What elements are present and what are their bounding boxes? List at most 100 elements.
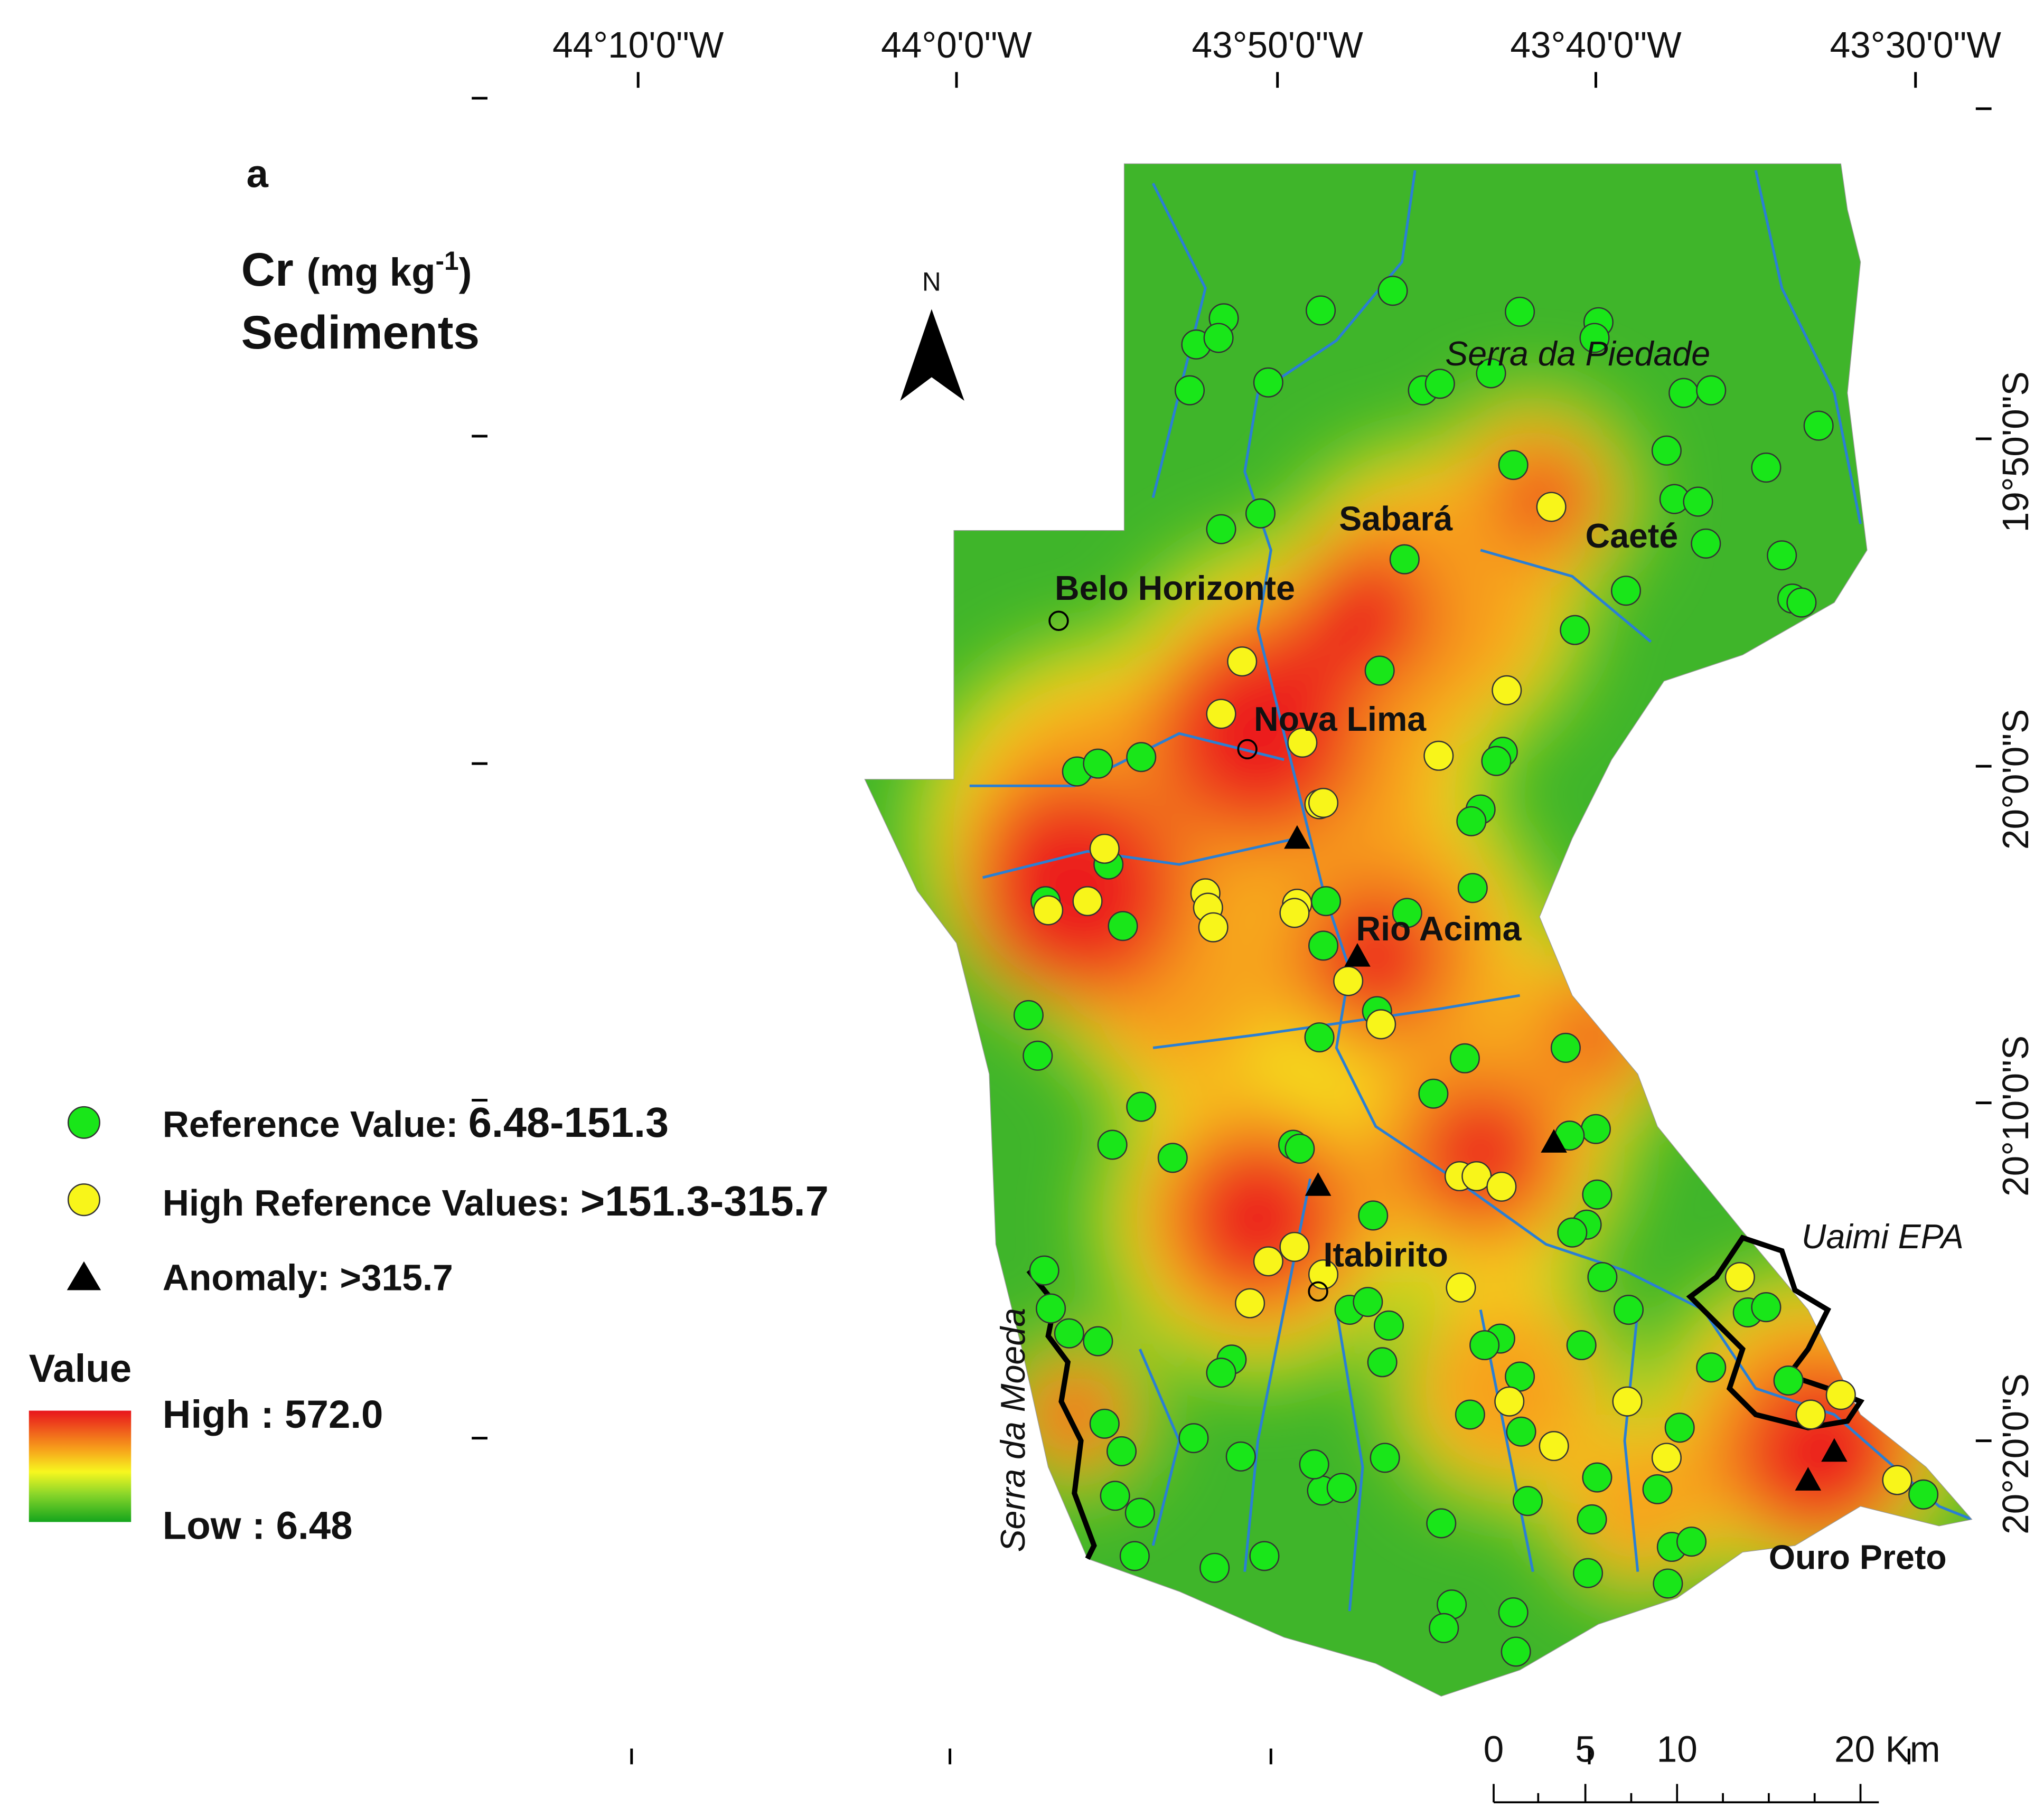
high-reference-sample <box>1536 492 1567 522</box>
reference-sample <box>1389 544 1420 574</box>
scale-label: 10 <box>1657 1728 1698 1769</box>
longitude-label: 43°40'0"W <box>1510 24 1682 65</box>
reference-sample <box>1126 742 1157 773</box>
surface-peak <box>963 779 1186 1002</box>
reference-sample <box>1668 378 1699 408</box>
high-reference-sample <box>1308 788 1339 818</box>
reference-sample <box>1424 369 1455 399</box>
latitude-label: 20°20'0"S <box>1995 1373 2036 1534</box>
longitude-label: 44°0'0"W <box>881 24 1032 65</box>
reference-sample <box>1253 367 1283 398</box>
high-reference-sample <box>1366 1009 1396 1040</box>
reference-sample <box>1036 1293 1066 1324</box>
high-reference-sample <box>1235 1288 1265 1318</box>
reference-sample <box>1580 1114 1611 1144</box>
reference-sample <box>1310 886 1342 917</box>
reference-sample <box>1157 1143 1188 1173</box>
anomaly-sample <box>1344 943 1371 967</box>
superscript: -1 <box>436 246 459 276</box>
reference-sample <box>1751 453 1782 483</box>
reference-sample <box>1642 1474 1673 1504</box>
reference-sample <box>1498 450 1529 481</box>
scale-title: Value <box>29 1346 132 1390</box>
element: Cr <box>241 243 294 296</box>
reference-sample <box>1245 498 1276 529</box>
reference-sample <box>1696 1352 1727 1383</box>
place-label: Belo Horizonte <box>1055 569 1295 607</box>
high-reference-sample <box>1333 966 1364 996</box>
reference-sample <box>1613 1295 1644 1325</box>
high-reference-sample <box>1539 1430 1569 1462</box>
reference-sample <box>1108 911 1138 941</box>
feature-label: Serra da Moeda <box>994 1308 1032 1552</box>
reference-sample <box>1773 1365 1804 1396</box>
reference-sample <box>1512 1486 1543 1516</box>
reference-sample <box>1751 1292 1782 1323</box>
high-reference-sample <box>1033 895 1064 926</box>
scale-low: Low : 6.48 <box>163 1504 353 1548</box>
reference-sample <box>1225 1441 1256 1472</box>
reference-sample <box>1577 1504 1607 1534</box>
reference-sample <box>1560 615 1590 645</box>
reference-sample <box>1377 276 1408 306</box>
reference-sample <box>1566 1330 1597 1361</box>
reference-sample <box>1174 375 1205 406</box>
subtitle: Sediments <box>241 306 480 359</box>
reference-sample <box>1426 1508 1457 1539</box>
high-reference-sample <box>1287 727 1318 758</box>
reference-sample <box>1803 410 1834 441</box>
reference-sample <box>1029 1255 1059 1286</box>
place-label: Sabará <box>1339 500 1453 538</box>
reference-sample <box>1370 1443 1400 1473</box>
reference-sample <box>1013 1000 1044 1030</box>
feature-label: Uaimi EPA <box>1802 1218 1964 1256</box>
high-reference-sample <box>1227 646 1258 677</box>
surface-peak <box>1408 1080 1553 1225</box>
reference-sample <box>1304 1022 1335 1053</box>
scale-label: 20 Km <box>1834 1728 1940 1769</box>
reference-sample <box>1083 748 1113 779</box>
reference-sample <box>1582 1462 1612 1493</box>
reference-sample <box>1573 1558 1604 1588</box>
reference-sample <box>1106 1436 1137 1466</box>
anomaly-sample <box>1541 1129 1567 1153</box>
place-label: Itabirito <box>1324 1236 1448 1274</box>
place-label: Caeté <box>1586 517 1679 555</box>
high-reference-sample <box>1724 1262 1755 1293</box>
reference-sample <box>1611 576 1642 606</box>
place-label: Rio Acima <box>1356 910 1522 948</box>
reference-sample <box>1449 1043 1480 1073</box>
longitude-label: 44°10'0"W <box>552 24 724 65</box>
reference-sample <box>1100 1481 1130 1511</box>
high-reference-sample <box>1423 740 1454 771</box>
reference-sample <box>1557 1217 1588 1248</box>
reference-sample <box>1469 1330 1500 1361</box>
reference-sample <box>1506 1416 1536 1447</box>
scale-high: High : 572.0 <box>163 1392 383 1436</box>
legend-label: High Reference Values: >151.3-315.7 <box>163 1178 829 1224</box>
reference-sample <box>1364 655 1395 686</box>
reference-sample <box>1326 1473 1357 1503</box>
reference-sample <box>1299 1449 1329 1480</box>
unit: (mg kg <box>307 250 436 294</box>
anomaly-sample <box>1284 825 1310 849</box>
reference-sample <box>1203 323 1234 353</box>
reference-sample <box>1582 1179 1612 1210</box>
reference-sample <box>1476 358 1506 389</box>
uaimi-epa-outline <box>1686 1235 1865 1430</box>
reference-sample <box>1456 806 1487 836</box>
legend-label: Anomaly: >315.7 <box>163 1257 453 1298</box>
reference-sample <box>1696 375 1727 406</box>
reference-sample <box>1367 1347 1398 1378</box>
reference-sample <box>1691 528 1721 559</box>
high-reference-sample <box>1279 898 1310 928</box>
reference-sample <box>1392 898 1422 928</box>
reference-sample <box>1664 1412 1695 1443</box>
reference-sample <box>1457 873 1488 903</box>
high-reference-sample <box>1492 675 1522 705</box>
high-reference-sample <box>1072 886 1103 917</box>
reference-sample <box>1374 1310 1404 1341</box>
reference-sample <box>1023 1040 1053 1071</box>
longitude-label: 43°30'0"W <box>1830 24 2002 65</box>
